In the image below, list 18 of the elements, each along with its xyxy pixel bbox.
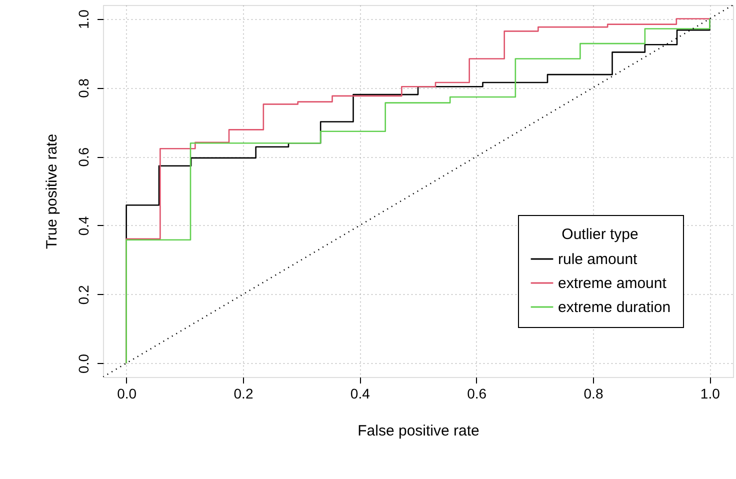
y-tick-label: 1.0 bbox=[76, 9, 92, 30]
x-tick-label: 1.0 bbox=[700, 386, 720, 402]
legend-title: Outlier type bbox=[562, 226, 638, 243]
y-tick-label: 0.0 bbox=[76, 354, 92, 374]
y-axis-title: True positive rate bbox=[44, 134, 60, 250]
legend-label: rule amount bbox=[558, 251, 638, 268]
x-tick-label: 0.8 bbox=[584, 386, 604, 402]
x-tick-label: 0.6 bbox=[467, 386, 487, 402]
legend-label: extreme duration bbox=[558, 299, 671, 316]
x-tick-label: 0.2 bbox=[234, 386, 254, 402]
x-axis-title: False positive rate bbox=[358, 422, 480, 440]
y-tick-label: 0.4 bbox=[76, 216, 92, 236]
x-tick-label: 0.4 bbox=[350, 386, 370, 402]
x-tick-label: 0.0 bbox=[117, 386, 137, 402]
y-tick-label: 0.2 bbox=[76, 284, 92, 305]
y-tick-label: 0.6 bbox=[76, 147, 92, 167]
y-tick-label: 0.8 bbox=[76, 78, 92, 98]
legend-label: extreme amount bbox=[558, 275, 668, 292]
